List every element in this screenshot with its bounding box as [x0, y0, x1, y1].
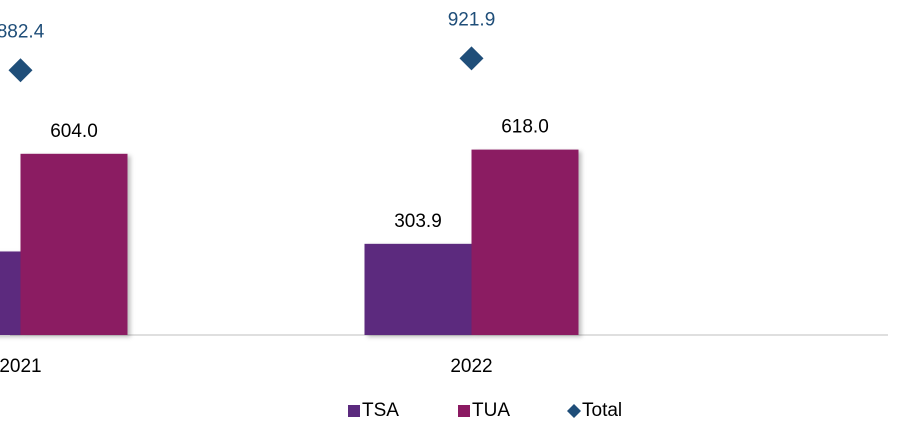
bar	[471, 149, 579, 335]
legend-label: TSA	[362, 400, 399, 421]
legend-label: Total	[582, 400, 622, 421]
bar	[364, 243, 472, 335]
data-label: 882.4	[0, 21, 45, 42]
bar	[20, 153, 128, 335]
x-tick-label: 2022	[450, 356, 492, 377]
x-tick-label: 2021	[0, 356, 42, 377]
legend-marker	[567, 404, 581, 418]
data-label: 604.0	[50, 121, 98, 142]
data-label: 618.0	[501, 117, 549, 138]
data-label: 921.9	[448, 9, 496, 30]
total-marker	[8, 58, 33, 83]
legend-marker	[348, 405, 360, 417]
legend-marker	[458, 405, 470, 417]
legend-label: TUA	[472, 400, 510, 421]
data-label: 303.9	[394, 211, 442, 232]
bar	[0, 251, 21, 335]
total-marker	[459, 46, 484, 71]
